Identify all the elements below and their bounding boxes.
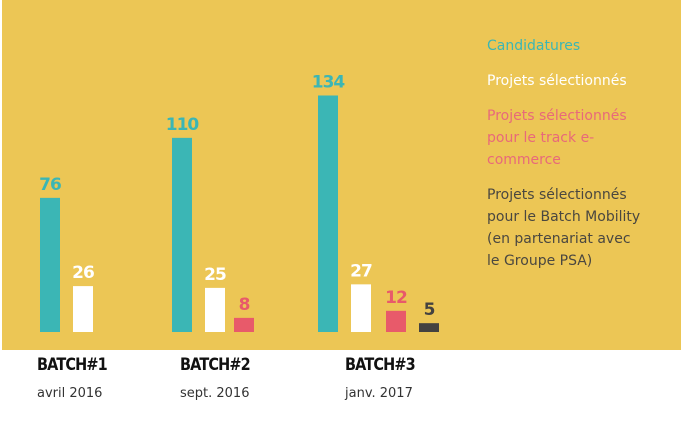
bar-series2-batch2 <box>234 317 254 332</box>
category-label-batch1: BATCH#1 <box>37 355 108 375</box>
data-label-series0-batch3: 134 <box>312 72 346 92</box>
data-label-series2-batch3: 12 <box>385 288 407 308</box>
data-label-series0-batch2: 110 <box>166 115 200 135</box>
chart-background <box>2 0 681 350</box>
category-date-batch1: avril 2016 <box>37 386 103 401</box>
legend-item-projets-selectionnes: Projets sélectionnés <box>487 73 627 89</box>
bar-series1-batch2 <box>205 287 225 332</box>
data-label-series2-batch2: 8 <box>239 295 250 315</box>
bar-series0-batch3 <box>318 95 338 333</box>
data-label-series1-batch2: 25 <box>204 265 226 285</box>
legend-item-candidatures: Candidatures <box>487 38 581 54</box>
bar-series1-batch3 <box>351 284 371 332</box>
legend-item-track-ecommerce: Projets sélectionnés pour le track e-com… <box>487 108 627 168</box>
data-label-series1-batch3: 27 <box>350 261 372 281</box>
data-label-series3-batch3: 5 <box>424 300 435 320</box>
bar-series0-batch2 <box>172 137 192 332</box>
category-label-batch3: BATCH#3 <box>345 355 416 375</box>
legend-item-batch-mobility: Projets sélectionnés pour le Batch Mobil… <box>487 187 641 269</box>
category-date-batch2: sept. 2016 <box>180 386 250 401</box>
bar-series0-batch1 <box>40 197 60 332</box>
bar-series3-batch3 <box>419 323 439 332</box>
bar-series1-batch1 <box>73 286 93 332</box>
category-label-batch2: BATCH#2 <box>180 355 251 375</box>
bar-series2-batch3 <box>386 310 406 332</box>
data-label-series1-batch1: 26 <box>72 263 94 283</box>
legend: Candidatures Projets sélectionnés Projet… <box>487 35 647 285</box>
category-date-batch3: janv. 2017 <box>345 386 413 401</box>
bar-chart: 76 110 134 26 25 27 8 12 5 <box>39 72 439 333</box>
data-label-series0-batch1: 76 <box>39 175 61 195</box>
